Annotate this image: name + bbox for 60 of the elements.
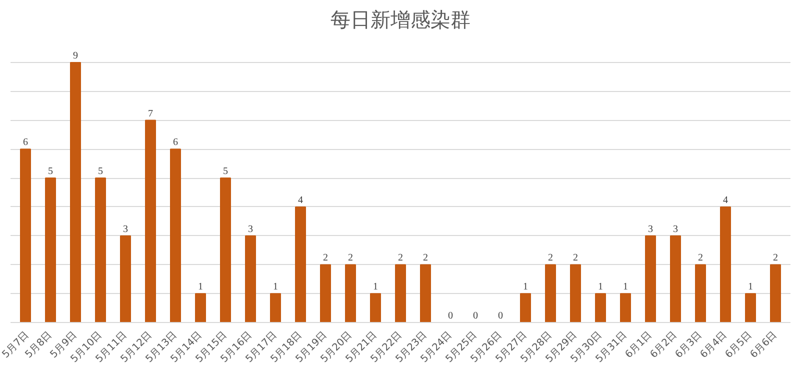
data-label: 5 (98, 166, 103, 178)
bar (645, 235, 656, 322)
bar (45, 178, 56, 322)
data-label: 6 (23, 137, 28, 148)
bar (345, 264, 356, 322)
data-label: 2 (423, 252, 428, 264)
bar (520, 293, 531, 322)
bar (20, 148, 31, 322)
bar (220, 178, 231, 322)
bar (420, 264, 431, 322)
data-label: 1 (623, 282, 628, 293)
data-label: 2 (573, 252, 578, 264)
data-label: 0 (498, 310, 503, 322)
data-label: 2 (773, 252, 778, 264)
bar (120, 235, 131, 322)
bar (145, 120, 156, 322)
data-label: 1 (523, 282, 528, 293)
data-label: 2 (548, 252, 553, 264)
bar (320, 264, 331, 322)
data-label: 3 (123, 224, 128, 235)
bar (295, 206, 306, 322)
data-label: 1 (598, 282, 603, 293)
bar (720, 206, 731, 322)
data-label: 1 (748, 282, 753, 293)
data-label: 1 (373, 282, 378, 293)
chart-title: 每日新增感染群 (330, 8, 470, 32)
data-label: 2 (398, 252, 403, 264)
bar (370, 293, 381, 322)
bar (195, 293, 206, 322)
data-label: 0 (473, 310, 478, 322)
data-label: 0 (448, 310, 453, 322)
data-label: 1 (273, 282, 278, 293)
data-label: 2 (323, 252, 328, 264)
bar (170, 148, 181, 322)
bar (670, 235, 681, 322)
bar (695, 264, 706, 322)
data-label: 6 (173, 137, 178, 148)
bar (770, 264, 781, 322)
data-label: 7 (148, 108, 153, 120)
bar (545, 264, 556, 322)
data-label: 2 (348, 252, 353, 264)
bar (245, 235, 256, 322)
bar (395, 264, 406, 322)
bar (95, 178, 106, 322)
data-label: 5 (223, 166, 228, 178)
data-label: 3 (248, 224, 253, 235)
bar (745, 293, 756, 322)
data-label: 3 (673, 224, 678, 235)
data-label: 4 (723, 194, 728, 206)
data-label: 9 (73, 50, 78, 62)
data-label: 2 (698, 252, 703, 264)
data-label: 4 (298, 194, 303, 206)
bar (570, 264, 581, 322)
data-label: 1 (198, 282, 203, 293)
bar (620, 293, 631, 322)
data-label: 3 (648, 224, 653, 235)
bar (70, 62, 81, 322)
bar (595, 293, 606, 322)
bar (270, 293, 281, 322)
data-label: 5 (48, 166, 53, 178)
